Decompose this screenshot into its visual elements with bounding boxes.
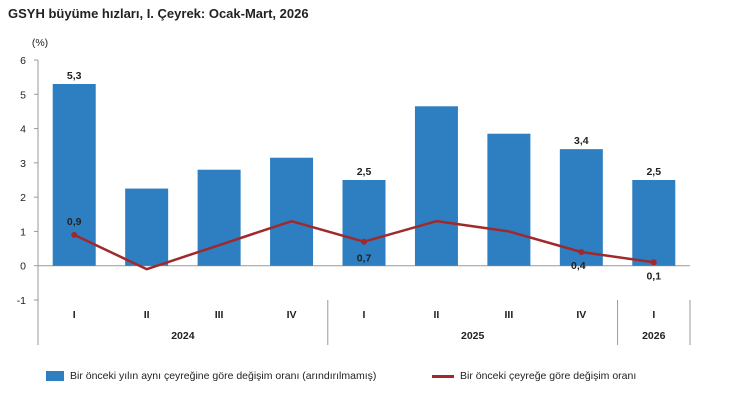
- line-point: [71, 231, 78, 238]
- line-value-label: 0,9: [67, 216, 82, 228]
- legend-label-annual: Bir önceki yılın aynı çeyreğine göre değ…: [70, 370, 377, 382]
- bar-value-label: 5,3: [67, 70, 82, 82]
- bar-value-label: 3,4: [574, 135, 589, 147]
- line-point: [578, 249, 585, 255]
- y-tick-label: 2: [20, 192, 26, 204]
- y-tick-label: 4: [20, 124, 26, 136]
- bar-value-label: 2,5: [357, 166, 372, 178]
- y-tick-label: 5: [20, 89, 26, 101]
- x-year-label: 2026: [642, 330, 666, 342]
- legend-label-quarterly: Bir önceki çeyreğe göre değişim oranı: [460, 370, 637, 382]
- y-tick-label: 3: [20, 158, 26, 170]
- y-tick-label: -1: [17, 295, 26, 307]
- y-unit-label: (%): [32, 37, 48, 49]
- line-point: [361, 238, 367, 245]
- bar-value-label: 2,5: [646, 166, 661, 178]
- x-category-label: II: [144, 309, 150, 321]
- x-category-label: I: [363, 309, 366, 321]
- bar: [559, 149, 603, 266]
- x-category-label: II: [434, 309, 440, 321]
- x-year-label: 2024: [171, 330, 195, 342]
- bar: [414, 106, 458, 266]
- legend-item-quarterly: Bir önceki çeyreğe göre değişim oranı: [432, 370, 636, 382]
- chart-title: GSYH büyüme hızları, I. Çeyrek: Ocak-Mar…: [8, 6, 309, 21]
- x-category-label: I: [73, 309, 76, 321]
- x-category-label: I: [652, 309, 655, 321]
- y-tick-label: 1: [20, 226, 26, 238]
- line-value-label: 0,7: [357, 253, 372, 265]
- line-value-label: 0,4: [571, 260, 586, 272]
- bar: [270, 157, 314, 266]
- legend-bar-swatch: [46, 371, 64, 381]
- x-category-label: III: [215, 309, 224, 321]
- x-category-label: III: [505, 309, 514, 321]
- legend-item-annual: Bir önceki yılın aynı çeyreğine göre değ…: [46, 370, 376, 382]
- x-category-label: IV: [287, 309, 297, 321]
- line-value-label: 0,1: [646, 270, 661, 282]
- bar: [342, 180, 386, 266]
- chart-legend: Bir önceki yılın aynı çeyreğine göre değ…: [0, 370, 740, 390]
- line-point: [650, 259, 657, 266]
- x-year-label: 2025: [461, 330, 485, 342]
- y-tick-label: 0: [20, 261, 26, 273]
- bar: [52, 84, 96, 266]
- bar: [125, 188, 169, 266]
- legend-line-swatch: [432, 374, 454, 378]
- bar: [487, 133, 531, 266]
- x-category-label: IV: [576, 309, 586, 321]
- bar: [632, 180, 676, 266]
- y-tick-label: 6: [20, 55, 26, 67]
